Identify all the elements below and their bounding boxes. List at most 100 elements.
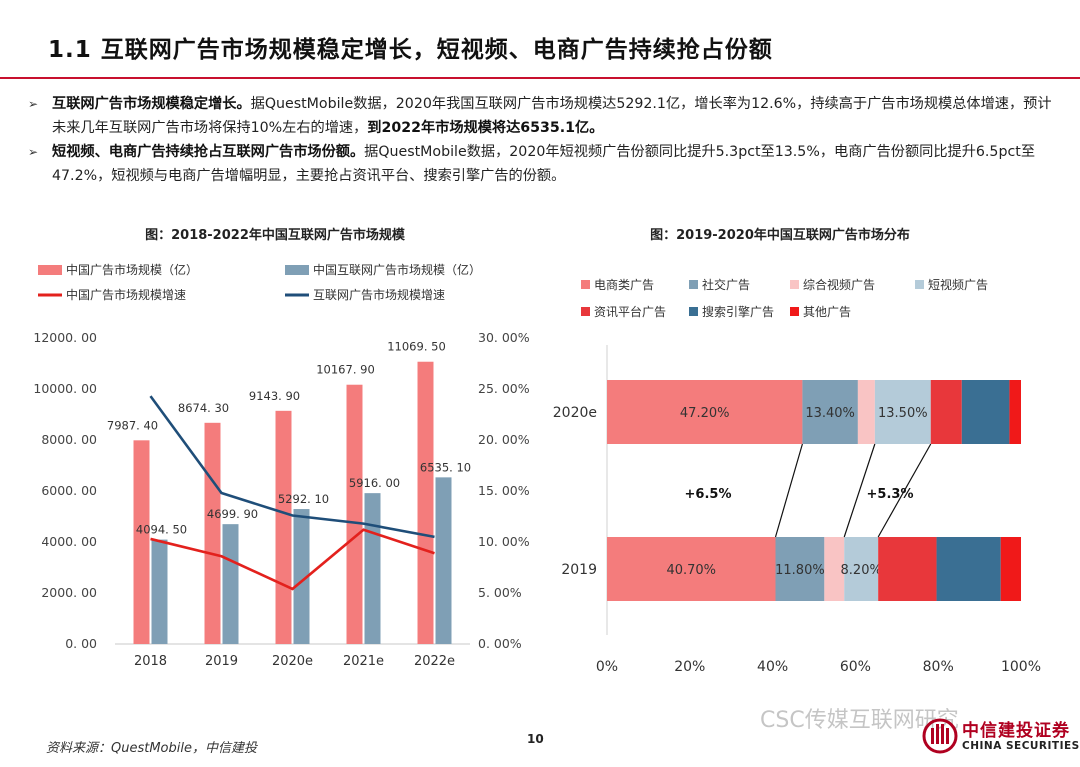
page-number: 10 <box>527 732 544 746</box>
right-chart-title: 图：2019-2020年中国互联网广告市场分布 <box>650 228 910 243</box>
bar-data-label: 5916. 00 <box>349 476 400 490</box>
connector-line <box>843 443 876 538</box>
bullet-list: ➢ 互联网广告市场规模稳定增长。据QuestMobile数据，2020年我国互联… <box>28 92 1058 188</box>
stacked-bar-segment <box>874 380 931 444</box>
legend-swatch <box>38 265 62 275</box>
stacked-bar-segment <box>607 537 776 601</box>
arrow-bullet-icon: ➢ <box>28 145 39 159</box>
segment-data-label: 11.80% <box>775 563 825 578</box>
y-left-tick-label: 10000. 00 <box>33 381 97 396</box>
bullet-body: 据QuestMobile数据，2020年短视频广告份额同比提升5.3pct至13… <box>52 144 1036 184</box>
bar <box>293 509 310 644</box>
legend-label: 中国广告市场规模增速 <box>66 287 186 302</box>
x-tick-label: 2018 <box>134 654 167 669</box>
bullet-item: ➢ 互联网广告市场规模稳定增长。据QuestMobile数据，2020年我国互联… <box>28 92 1058 140</box>
legend-label: 中国广告市场规模（亿） <box>66 262 198 277</box>
x-tick-label: 2019 <box>205 654 238 669</box>
x-tick-label: 2022e <box>414 654 455 669</box>
bar <box>417 361 434 644</box>
y-category-label: 2019 <box>561 562 597 578</box>
legend-swatch <box>581 280 590 289</box>
bar-data-label: 6535. 10 <box>420 460 471 474</box>
company-logo: 中信建投证券 CHINA SECURITIES <box>920 712 1079 762</box>
x-tick-label: 100% <box>1001 659 1041 675</box>
legend-swatch <box>689 280 698 289</box>
bullet-lead: 互联网广告市场规模稳定增长。 <box>52 96 251 112</box>
stacked-bar-segment <box>775 537 825 601</box>
y-right-tick-label: 30. 00% <box>478 330 530 345</box>
title-divider <box>0 77 1080 79</box>
legend-swatch <box>915 280 924 289</box>
page-title: 1.1 互联网广告市场规模稳定增长，短视频、电商广告持续抢占份额 <box>48 37 773 63</box>
stacked-bar-segment <box>802 380 858 444</box>
y-left-tick-label: 12000. 00 <box>33 330 97 345</box>
y-right-tick-label: 25. 00% <box>478 381 530 396</box>
market-size-chart: 中国广告市场规模（亿） 中国互联网广告市场规模（亿） 中国广告市场规模增速 互联网广告… <box>33 262 530 669</box>
bar <box>435 477 452 644</box>
x-tick-label: 0% <box>596 659 618 675</box>
legend-label: 社交广告 <box>702 277 750 292</box>
y-right-tick-label: 5. 00% <box>478 585 522 600</box>
y-left-tick-label: 8000. 00 <box>41 432 97 447</box>
bar <box>204 422 221 644</box>
legend-label: 搜索引擎广告 <box>702 304 774 319</box>
connector-line <box>877 443 932 538</box>
legend-label: 电商类广告 <box>594 277 654 292</box>
y-left-tick-label: 2000. 00 <box>41 585 97 600</box>
legend-swatch <box>790 307 799 316</box>
legend-swatch <box>790 280 799 289</box>
logo-mark-icon <box>922 718 958 754</box>
connector-line <box>774 443 803 538</box>
logo-english-name: CHINA SECURITIES <box>962 740 1080 752</box>
bar-data-label: 5292. 10 <box>278 492 329 506</box>
bar <box>346 384 363 644</box>
change-annotation: +6.5% <box>685 487 732 502</box>
legend-swatch <box>285 265 309 275</box>
x-tick-label: 40% <box>757 659 788 675</box>
y-right-tick-label: 0. 00% <box>478 636 522 651</box>
segment-data-label: 8.20% <box>841 563 882 578</box>
bar-data-label: 9143. 90 <box>249 389 300 403</box>
bar-data-label: 7987. 40 <box>107 418 158 432</box>
legend-label: 其他广告 <box>803 305 851 319</box>
legend-label: 互联网广告市场规模增速 <box>313 287 445 302</box>
left-chart-title: 图：2018-2022年中国互联网广告市场规模 <box>145 228 405 243</box>
bullet-lead: 短视频、电商广告持续抢占互联网广告市场份额。 <box>52 144 365 160</box>
stacked-bar-segment <box>1000 537 1021 601</box>
stacked-bar-segment <box>1009 380 1021 444</box>
x-tick-label: 80% <box>923 659 954 675</box>
bar-data-label: 4699. 90 <box>207 507 258 521</box>
change-annotation: +5.3% <box>867 487 914 502</box>
bar <box>364 493 381 644</box>
legend-label: 资讯平台广告 <box>594 304 666 319</box>
x-tick-label: 2021e <box>343 654 384 669</box>
bar <box>151 539 168 644</box>
segment-data-label: 47.20% <box>680 406 730 421</box>
series-line <box>150 528 435 591</box>
bullet-highlight: 到2022年市场规模将达6535.1亿。 <box>367 120 604 136</box>
stacked-bar-segment <box>844 537 879 601</box>
y-right-tick-label: 10. 00% <box>478 534 530 549</box>
y-right-tick-label: 15. 00% <box>478 483 530 498</box>
legend-swatch <box>581 307 590 316</box>
stacked-bar-segment <box>936 537 1001 601</box>
stacked-bar-segment <box>857 380 875 444</box>
bar-data-label: 11069. 50 <box>387 340 446 354</box>
x-tick-label: 2020e <box>272 654 313 669</box>
y-left-tick-label: 0. 00 <box>65 636 97 651</box>
stacked-bar-segment <box>930 380 962 444</box>
bar-data-label: 10167. 90 <box>316 363 375 377</box>
bullet-item: ➢ 短视频、电商广告持续抢占互联网广告市场份额。据QuestMobile数据，2… <box>28 140 1058 188</box>
stacked-bar-segment <box>961 380 1010 444</box>
y-left-tick-label: 6000. 00 <box>41 483 97 498</box>
arrow-bullet-icon: ➢ <box>28 97 39 111</box>
segment-data-label: 13.50% <box>878 406 928 421</box>
bar-data-label: 4094. 50 <box>136 523 187 537</box>
stacked-bar-segment <box>607 380 803 444</box>
y-right-tick-label: 20. 00% <box>478 432 530 447</box>
y-left-tick-label: 4000. 00 <box>41 534 97 549</box>
legend-label: 综合视频广告 <box>803 277 875 292</box>
x-tick-label: 60% <box>840 659 871 675</box>
x-tick-label: 20% <box>674 659 705 675</box>
